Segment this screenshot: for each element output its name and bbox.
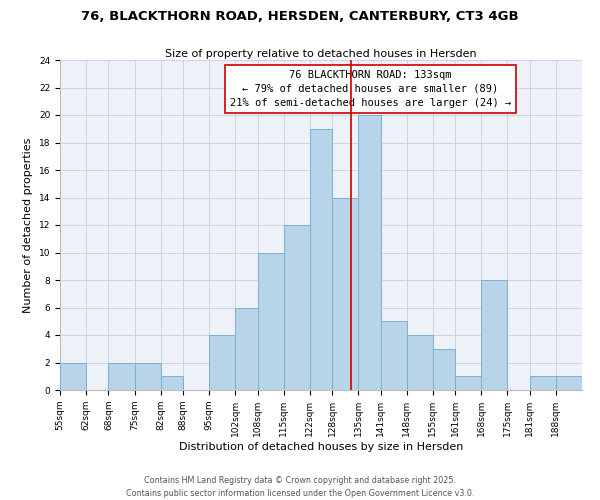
X-axis label: Distribution of detached houses by size in Hersden: Distribution of detached houses by size …	[179, 442, 463, 452]
Bar	[60, 362, 86, 390]
Title: Size of property relative to detached houses in Hersden: Size of property relative to detached ho…	[165, 49, 477, 59]
Text: Contains HM Land Registry data © Crown copyright and database right 2025.
Contai: Contains HM Land Registry data © Crown c…	[126, 476, 474, 498]
Bar	[530, 376, 556, 390]
Bar	[358, 115, 380, 390]
Bar	[209, 335, 235, 390]
Bar	[407, 335, 433, 390]
Bar	[284, 225, 310, 390]
Bar	[109, 362, 134, 390]
Bar	[556, 376, 582, 390]
Bar	[310, 128, 332, 390]
Bar	[481, 280, 508, 390]
Text: 76, BLACKTHORN ROAD, HERSDEN, CANTERBURY, CT3 4GB: 76, BLACKTHORN ROAD, HERSDEN, CANTERBURY…	[81, 10, 519, 23]
Y-axis label: Number of detached properties: Number of detached properties	[23, 138, 33, 312]
Bar	[380, 322, 407, 390]
Bar	[161, 376, 183, 390]
Bar	[134, 362, 161, 390]
Bar	[332, 198, 358, 390]
Bar	[257, 252, 284, 390]
Bar	[433, 349, 455, 390]
Bar	[455, 376, 481, 390]
Bar	[235, 308, 257, 390]
Text: 76 BLACKTHORN ROAD: 133sqm
← 79% of detached houses are smaller (89)
21% of semi: 76 BLACKTHORN ROAD: 133sqm ← 79% of deta…	[230, 70, 511, 108]
